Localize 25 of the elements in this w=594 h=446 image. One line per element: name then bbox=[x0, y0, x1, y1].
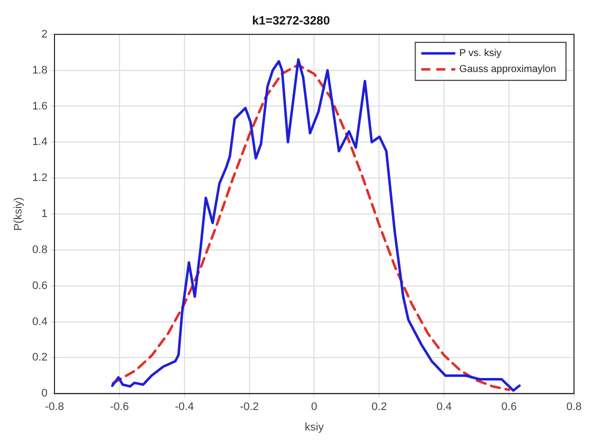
y-tick-label: 0.6 bbox=[32, 280, 48, 292]
chart-title: k1=3272-3280 bbox=[252, 14, 330, 28]
y-tick-label: 0 bbox=[41, 388, 48, 400]
x-tick-label: -0.6 bbox=[110, 401, 129, 414]
x-tick-label: 0 bbox=[311, 401, 318, 414]
y-tick-label: 1.6 bbox=[32, 100, 48, 112]
y-tick-label: 0.8 bbox=[32, 244, 48, 256]
x-tick-label: 0.2 bbox=[372, 401, 387, 414]
y-tick-label: 2 bbox=[41, 28, 48, 40]
x-tick-label: -0.8 bbox=[45, 401, 64, 414]
x-tick-label: -0.2 bbox=[240, 401, 259, 414]
x-axis-title: ksiy bbox=[304, 421, 324, 434]
legend-label: Gauss approximaylon bbox=[459, 64, 556, 76]
x-tick-label: 0.6 bbox=[501, 401, 517, 414]
y-tick-label: 1 bbox=[41, 208, 48, 220]
y-axis-title: P(ksiy) bbox=[12, 197, 25, 231]
legend-label: P vs. ksiy bbox=[459, 48, 502, 60]
y-tick-label: 1.4 bbox=[32, 136, 48, 148]
y-tick-label: 0.2 bbox=[32, 352, 48, 364]
x-tick-label: -0.4 bbox=[174, 401, 194, 414]
x-tick-label: 0.4 bbox=[436, 401, 452, 414]
y-tick-label: 1.2 bbox=[32, 172, 48, 184]
x-tick-label: 0.8 bbox=[566, 401, 582, 414]
y-tick-label: 0.4 bbox=[32, 316, 48, 328]
y-tick-label: 1.8 bbox=[32, 64, 48, 76]
